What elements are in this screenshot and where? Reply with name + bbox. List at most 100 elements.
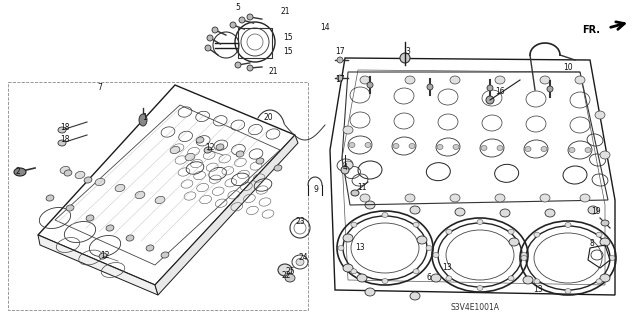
Ellipse shape — [477, 286, 483, 291]
Ellipse shape — [565, 288, 571, 293]
Ellipse shape — [58, 140, 66, 146]
Ellipse shape — [349, 143, 355, 147]
Text: 13: 13 — [442, 263, 452, 272]
Ellipse shape — [405, 76, 415, 84]
Ellipse shape — [207, 35, 213, 41]
Ellipse shape — [155, 197, 165, 204]
Ellipse shape — [596, 279, 602, 284]
Ellipse shape — [343, 234, 353, 242]
Ellipse shape — [508, 229, 514, 234]
Ellipse shape — [534, 279, 540, 284]
Ellipse shape — [58, 127, 66, 133]
Ellipse shape — [46, 195, 54, 201]
Ellipse shape — [437, 145, 443, 150]
Text: 13: 13 — [533, 286, 543, 294]
Ellipse shape — [84, 177, 92, 183]
Text: 17: 17 — [335, 76, 345, 85]
Ellipse shape — [400, 53, 410, 63]
Ellipse shape — [95, 178, 105, 186]
Text: 9: 9 — [314, 186, 319, 195]
Ellipse shape — [523, 276, 533, 284]
Ellipse shape — [337, 57, 343, 63]
Ellipse shape — [431, 274, 441, 282]
Text: 19: 19 — [591, 207, 601, 217]
Ellipse shape — [595, 111, 605, 119]
Text: 25: 25 — [285, 268, 295, 277]
Ellipse shape — [285, 274, 295, 282]
Ellipse shape — [410, 206, 420, 214]
Ellipse shape — [600, 274, 610, 282]
Ellipse shape — [569, 147, 575, 152]
Ellipse shape — [413, 222, 419, 227]
Ellipse shape — [351, 222, 357, 227]
Text: 13: 13 — [355, 243, 365, 253]
Text: 6: 6 — [427, 272, 431, 281]
Polygon shape — [155, 135, 298, 295]
Ellipse shape — [495, 194, 505, 202]
Ellipse shape — [60, 167, 70, 174]
Ellipse shape — [382, 212, 388, 218]
Text: 21: 21 — [268, 68, 278, 77]
Ellipse shape — [453, 145, 459, 150]
Text: 21: 21 — [280, 8, 290, 17]
Ellipse shape — [235, 62, 241, 68]
Polygon shape — [38, 235, 158, 295]
Ellipse shape — [500, 209, 510, 217]
Ellipse shape — [540, 194, 550, 202]
Ellipse shape — [497, 145, 503, 151]
Text: 24: 24 — [298, 254, 308, 263]
Text: 15: 15 — [283, 33, 293, 42]
Ellipse shape — [115, 184, 125, 192]
Ellipse shape — [247, 65, 253, 71]
Ellipse shape — [343, 161, 353, 169]
Text: S3V4E1001A: S3V4E1001A — [451, 303, 499, 313]
Text: 4: 4 — [342, 164, 348, 173]
Ellipse shape — [521, 253, 527, 257]
Ellipse shape — [450, 76, 460, 84]
Text: 11: 11 — [357, 183, 367, 192]
Ellipse shape — [161, 252, 169, 258]
Ellipse shape — [367, 82, 373, 88]
Ellipse shape — [481, 145, 487, 151]
Text: 20: 20 — [263, 114, 273, 122]
Ellipse shape — [575, 76, 585, 84]
Ellipse shape — [600, 151, 610, 159]
Ellipse shape — [365, 288, 375, 296]
Text: 12: 12 — [205, 144, 215, 152]
Ellipse shape — [410, 292, 420, 300]
Ellipse shape — [477, 219, 483, 225]
Ellipse shape — [521, 256, 527, 261]
Text: 8: 8 — [589, 240, 595, 249]
Ellipse shape — [601, 220, 609, 226]
Ellipse shape — [135, 191, 145, 199]
Ellipse shape — [236, 151, 244, 157]
Ellipse shape — [540, 76, 550, 84]
Ellipse shape — [337, 75, 343, 81]
Ellipse shape — [360, 76, 370, 84]
Ellipse shape — [417, 236, 427, 244]
Text: 22: 22 — [281, 271, 291, 279]
Ellipse shape — [239, 17, 245, 23]
Ellipse shape — [426, 246, 432, 250]
Ellipse shape — [509, 238, 519, 246]
Ellipse shape — [170, 146, 180, 154]
Ellipse shape — [565, 222, 571, 227]
Ellipse shape — [455, 208, 465, 216]
Ellipse shape — [609, 256, 615, 261]
Text: 12: 12 — [100, 250, 109, 259]
Ellipse shape — [446, 276, 452, 281]
Ellipse shape — [541, 146, 547, 152]
Text: 14: 14 — [320, 24, 330, 33]
Text: 17: 17 — [335, 48, 345, 56]
Ellipse shape — [205, 45, 211, 51]
Ellipse shape — [274, 165, 282, 171]
Ellipse shape — [588, 206, 598, 214]
Ellipse shape — [278, 264, 292, 276]
Ellipse shape — [365, 143, 371, 147]
Ellipse shape — [216, 144, 224, 150]
Ellipse shape — [296, 258, 304, 265]
Text: FR.: FR. — [582, 25, 600, 35]
Ellipse shape — [106, 225, 114, 231]
Ellipse shape — [14, 168, 26, 176]
Ellipse shape — [534, 232, 540, 237]
